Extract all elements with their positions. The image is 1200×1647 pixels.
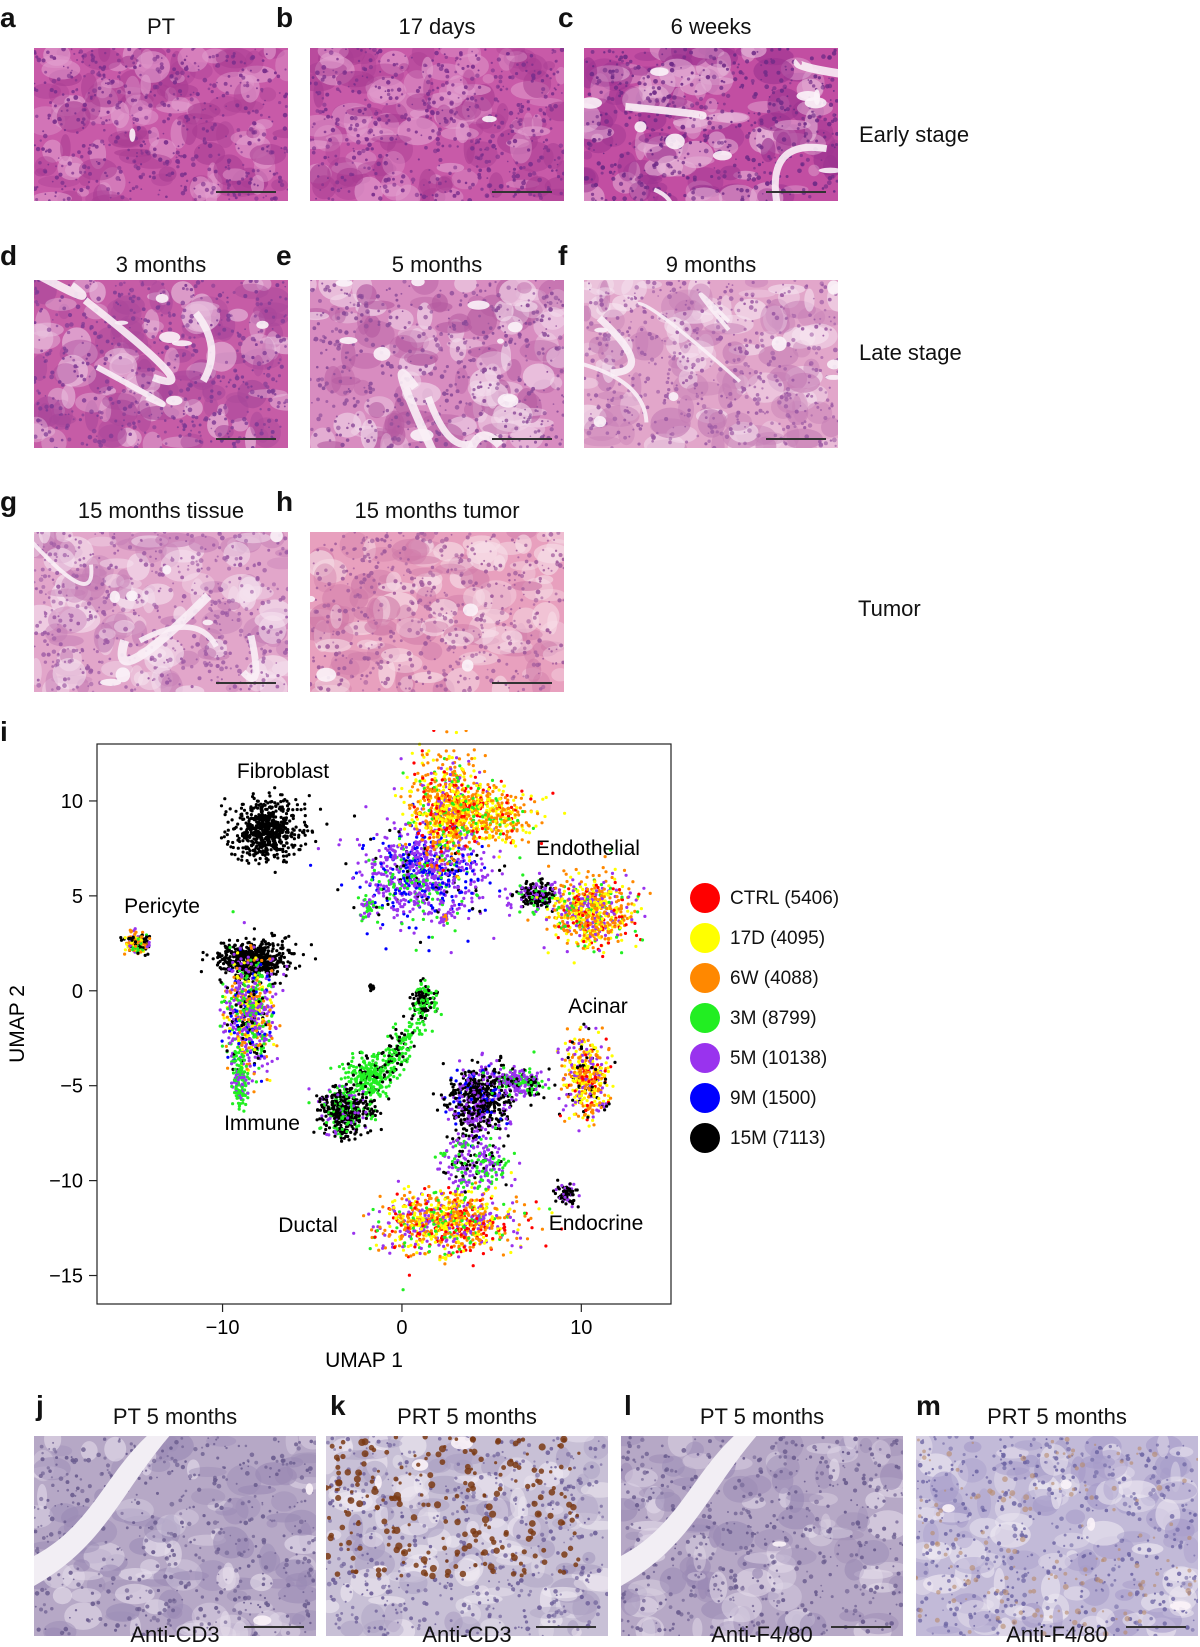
x-axis-label: UMAP 1 <box>325 1349 403 1370</box>
y-tick-label: −5 <box>60 1076 83 1098</box>
panel-title-g: 15 months tissue <box>34 500 288 522</box>
panel-caption-m: Anti-F4/80 <box>916 1624 1198 1646</box>
cluster-label-ductal: Ductal <box>278 1214 338 1237</box>
cluster-label-acinar: Acinar <box>568 995 628 1018</box>
x-tick-label: 10 <box>570 1317 592 1339</box>
legend-swatch <box>690 1003 720 1033</box>
cluster-label-endothelial: Endothelial <box>536 837 640 860</box>
legend-label: CTRL (5406) <box>730 888 839 910</box>
y-tick-label: −10 <box>49 1171 83 1193</box>
legend-label: 3M (8799) <box>730 1008 817 1030</box>
ihc-image-l <box>621 1436 903 1636</box>
panel-title-l: PT 5 months <box>621 1406 903 1428</box>
legend-swatch <box>690 1123 720 1153</box>
panel-letter-g: g <box>0 488 17 516</box>
y-tick-label: 10 <box>61 791 83 813</box>
panel-title-d: 3 months <box>34 254 288 276</box>
panel-letter-d: d <box>0 242 17 270</box>
ihc-image-k <box>326 1436 608 1636</box>
histology-image-g <box>34 532 288 692</box>
histology-image-d <box>34 280 288 448</box>
histology-image-c <box>584 48 838 201</box>
panel-letter-h: h <box>276 488 293 516</box>
histology-image-a <box>34 48 288 201</box>
ihc-image-j <box>34 1436 316 1636</box>
stage-label-late: Late stage <box>859 342 962 364</box>
cluster-label-pericyte: Pericyte <box>124 895 200 918</box>
panel-letter-c: c <box>558 4 574 32</box>
legend-label: 9M (1500) <box>730 1088 817 1110</box>
legend-label: 17D (4095) <box>730 928 825 950</box>
legend-label: 15M (7113) <box>730 1128 826 1150</box>
panel-title-k: PRT 5 months <box>326 1406 608 1428</box>
legend-swatch <box>690 1083 720 1113</box>
y-tick-label: −15 <box>49 1266 83 1288</box>
panel-title-b: 17 days <box>310 16 564 38</box>
panel-title-j: PT 5 months <box>34 1406 316 1428</box>
y-tick-label: 0 <box>72 981 83 1003</box>
panel-title-h: 15 months tumor <box>310 500 564 522</box>
panel-letter-f: f <box>558 242 567 270</box>
histology-image-e <box>310 280 564 448</box>
y-axis-label: UMAP 2 <box>6 985 29 1063</box>
stage-label-early: Early stage <box>859 124 969 146</box>
cluster-label-endocrine: Endocrine <box>549 1212 644 1235</box>
legend-swatch <box>690 923 720 953</box>
legend-swatch <box>690 963 720 993</box>
stage-label-tumor: Tumor <box>858 598 921 620</box>
legend-label: 5M (10138) <box>730 1048 827 1070</box>
x-tick-label: −10 <box>206 1317 240 1339</box>
ihc-image-m <box>916 1436 1198 1636</box>
panel-caption-k: Anti-CD3 <box>326 1624 608 1646</box>
panel-title-f: 9 months <box>584 254 838 276</box>
cluster-label-fibroblast: Fibroblast <box>237 760 329 783</box>
panel-letter-b: b <box>276 4 293 32</box>
panel-caption-j: Anti-CD3 <box>34 1624 316 1646</box>
histology-image-h <box>310 532 564 692</box>
legend-label: 6W (4088) <box>730 968 819 990</box>
legend-swatch <box>690 883 720 913</box>
panel-title-c: 6 weeks <box>584 16 838 38</box>
x-tick-label: 0 <box>396 1317 407 1339</box>
legend-swatch <box>690 1043 720 1073</box>
histology-image-b <box>310 48 564 201</box>
panel-title-m: PRT 5 months <box>916 1406 1198 1428</box>
cluster-label-immune: Immune <box>224 1112 300 1135</box>
panel-title-e: 5 months <box>310 254 564 276</box>
panel-letter-a: a <box>0 4 16 32</box>
histology-image-f <box>584 280 838 448</box>
panel-letter-e: e <box>276 242 292 270</box>
y-tick-label: 5 <box>72 886 83 908</box>
panel-caption-l: Anti-F4/80 <box>621 1624 903 1646</box>
panel-title-a: PT <box>34 16 288 38</box>
